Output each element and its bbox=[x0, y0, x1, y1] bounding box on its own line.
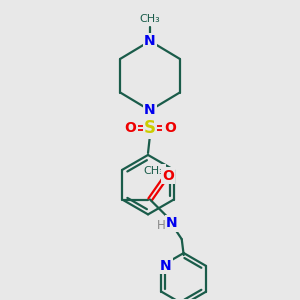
Text: CH₃: CH₃ bbox=[140, 14, 160, 24]
Text: N: N bbox=[160, 259, 171, 273]
Text: O: O bbox=[164, 121, 176, 135]
Text: S: S bbox=[144, 119, 156, 137]
Text: N: N bbox=[144, 103, 156, 117]
Text: H: H bbox=[157, 219, 165, 232]
Text: CH₃: CH₃ bbox=[144, 166, 164, 176]
Text: N: N bbox=[166, 216, 178, 230]
Text: O: O bbox=[162, 169, 174, 183]
Text: O: O bbox=[124, 121, 136, 135]
Text: N: N bbox=[144, 34, 156, 48]
